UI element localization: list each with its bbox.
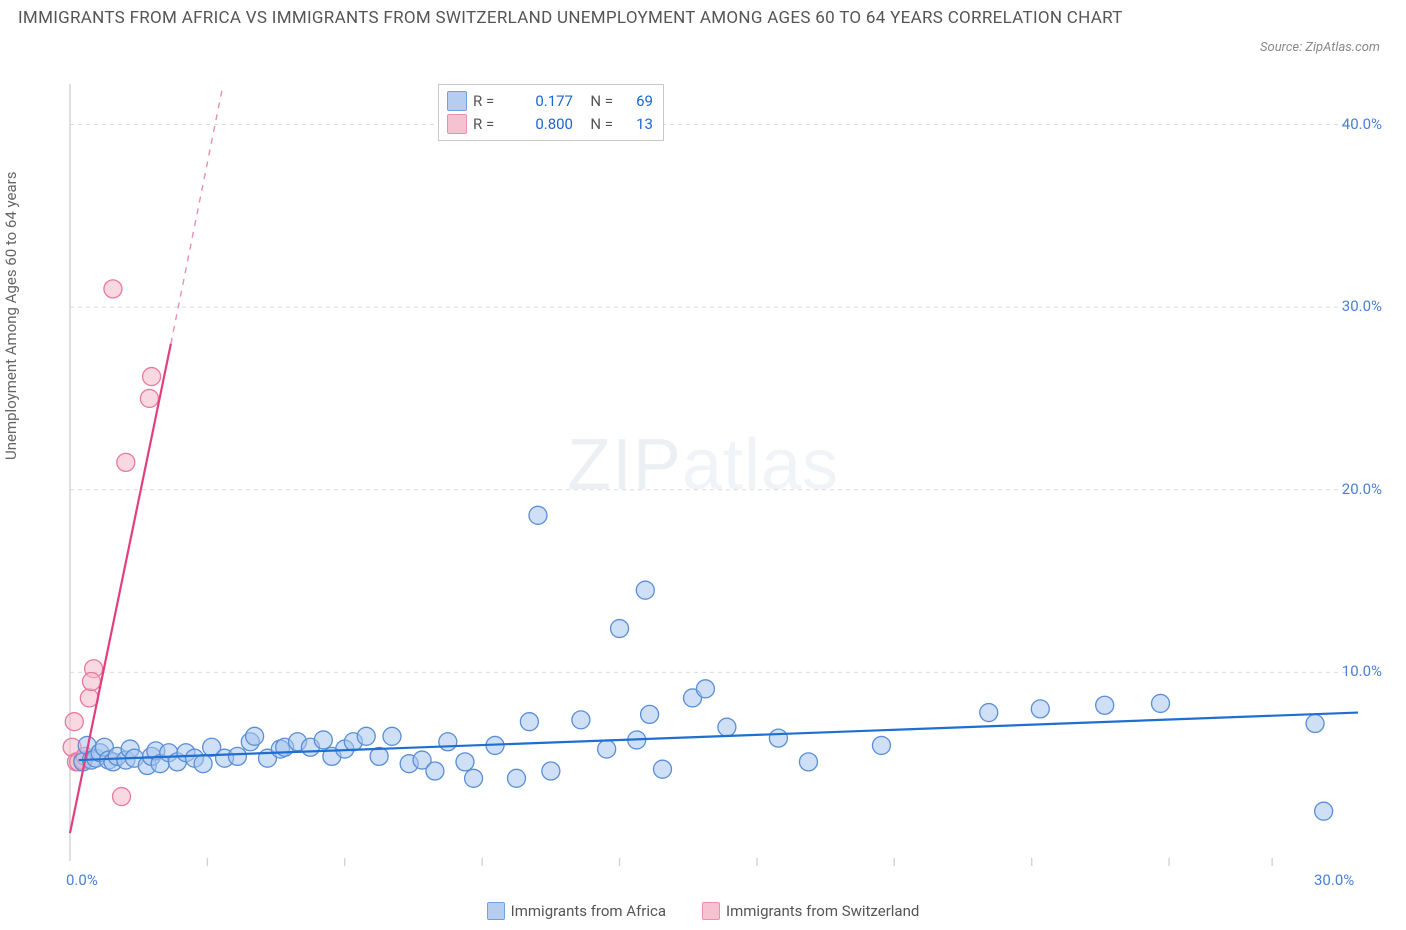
legend-series-name: Immigrants from Switzerland xyxy=(726,902,919,920)
correlation-legend: R = 0.177 N = 69 R = 0.800 N = 13 xyxy=(438,84,664,141)
y-axis-label: Unemployment Among Ages 60 to 64 years xyxy=(2,172,20,460)
legend-swatch xyxy=(447,91,467,111)
legend-swatch xyxy=(447,114,467,134)
chart-plot-area xyxy=(62,80,1388,885)
legend-n-value: 69 xyxy=(619,90,653,113)
y-tick-label: 10.0% xyxy=(1342,662,1382,680)
x-tick-label: 0.0% xyxy=(66,871,98,889)
legend-r-label: R = xyxy=(473,113,507,136)
x-tick-label: 30.0% xyxy=(1314,871,1354,889)
legend-bottom-africa: Immigrants from Africa xyxy=(487,902,666,920)
legend-n-label: N = xyxy=(579,113,613,136)
legend-row-switzerland: R = 0.800 N = 13 xyxy=(447,113,653,136)
chart-title-block: IMMIGRANTS FROM AFRICA VS IMMIGRANTS FRO… xyxy=(18,6,1198,31)
y-tick-label: 40.0% xyxy=(1342,115,1382,133)
chart-svg xyxy=(62,80,1388,885)
page-root: IMMIGRANTS FROM AFRICA VS IMMIGRANTS FRO… xyxy=(0,0,1406,930)
legend-row-africa: R = 0.177 N = 69 xyxy=(447,90,653,113)
source-attribution: Source: ZipAtlas.com xyxy=(1260,40,1380,55)
legend-swatch xyxy=(487,902,505,920)
legend-r-value: 0.800 xyxy=(513,113,573,136)
legend-swatch xyxy=(702,902,720,920)
legend-n-value: 13 xyxy=(619,113,653,136)
legend-series-name: Immigrants from Africa xyxy=(511,902,666,920)
legend-r-label: R = xyxy=(473,90,507,113)
legend-n-label: N = xyxy=(579,90,613,113)
legend-bottom-switzerland: Immigrants from Switzerland xyxy=(702,902,919,920)
y-tick-label: 20.0% xyxy=(1342,480,1382,498)
series-legend: Immigrants from Africa Immigrants from Sw… xyxy=(0,902,1406,924)
y-tick-label: 30.0% xyxy=(1342,297,1382,315)
legend-r-value: 0.177 xyxy=(513,90,573,113)
chart-title: IMMIGRANTS FROM AFRICA VS IMMIGRANTS FRO… xyxy=(18,8,1123,28)
